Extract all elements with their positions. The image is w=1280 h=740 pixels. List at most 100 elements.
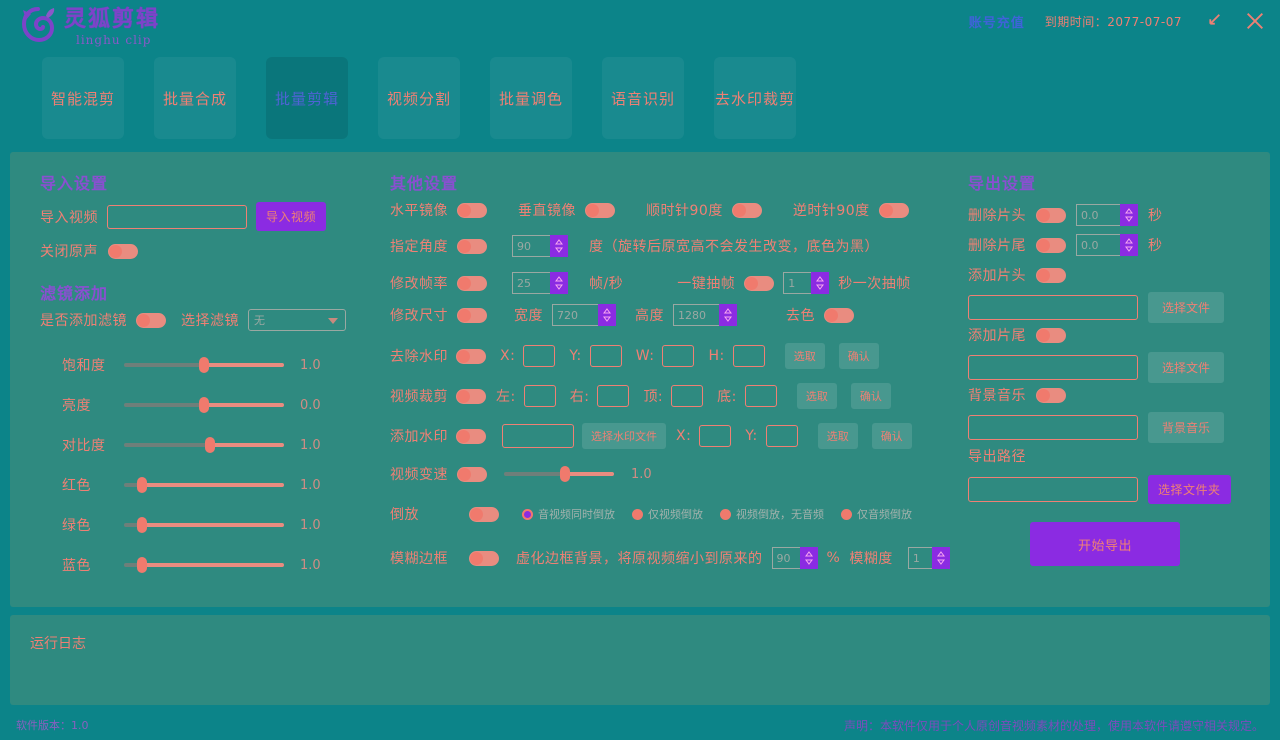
height-spinner-arrows[interactable] <box>719 304 737 326</box>
mirror-horizontal-toggle[interactable] <box>457 202 487 218</box>
close-icon[interactable] <box>1244 10 1266 32</box>
extract-frame-spinner[interactable] <box>783 272 830 294</box>
reverse-toggle[interactable] <box>469 506 499 522</box>
trim-tail-spinner-arrows[interactable] <box>1120 234 1138 256</box>
width-input[interactable] <box>552 304 598 326</box>
contrast-slider[interactable] <box>124 437 284 453</box>
add-watermark-toggle[interactable] <box>456 428 486 444</box>
select-folder-button[interactable]: 选择文件夹 <box>1148 475 1231 504</box>
wm-x-input[interactable] <box>523 345 556 367</box>
run-log-panel[interactable]: 运行日志 <box>10 615 1270 705</box>
blur-amount-input[interactable] <box>907 547 932 569</box>
angle-spinner-arrows[interactable] <box>550 235 568 257</box>
export-path-input[interactable] <box>968 477 1138 502</box>
height-input[interactable] <box>673 304 719 326</box>
bgm-file-button[interactable]: 背景音乐 <box>1148 412 1225 443</box>
blur-scale-spinner-arrows[interactable] <box>799 547 818 569</box>
tab-batch-edit[interactable]: 批量剪辑 <box>266 57 348 139</box>
import-video-button[interactable]: 导入视频 <box>256 202 327 231</box>
wm-h-input[interactable] <box>732 345 765 367</box>
video-crop-toggle[interactable] <box>456 388 486 404</box>
reverse-video-radio[interactable] <box>632 508 643 520</box>
add-tail-file-button[interactable]: 选择文件 <box>1148 352 1225 383</box>
wma-x-input[interactable] <box>699 425 732 447</box>
start-export-button[interactable]: 开始导出 <box>1030 522 1180 566</box>
blur-scale-input[interactable] <box>771 547 800 569</box>
rotate-cw-toggle[interactable] <box>731 202 762 218</box>
tab-speech-recog[interactable]: 语音识别 <box>602 57 684 139</box>
bgm-toggle[interactable] <box>1036 387 1066 403</box>
video-speed-slider[interactable] <box>504 466 614 482</box>
extract-frame-spinner-arrows[interactable] <box>811 272 830 294</box>
tab-batch-color[interactable]: 批量调色 <box>490 57 572 139</box>
crop-confirm-button[interactable]: 确认 <box>850 383 891 409</box>
tab-smart-mix[interactable]: 智能混剪 <box>42 57 124 139</box>
add-tail-file-input[interactable] <box>968 355 1138 380</box>
select-watermark-file-button[interactable]: 选择水印文件 <box>582 423 666 449</box>
brightness-slider[interactable] <box>124 397 284 413</box>
mute-original-toggle[interactable] <box>108 243 138 259</box>
saturation-slider[interactable] <box>124 357 284 373</box>
extract-frame-input[interactable] <box>783 272 812 294</box>
crop-pick-button[interactable]: 选取 <box>796 383 837 409</box>
width-spinner-arrows[interactable] <box>598 304 616 326</box>
rotate-ccw-toggle[interactable] <box>878 202 909 218</box>
wm-w-input[interactable] <box>662 345 695 367</box>
trim-tail-spinner[interactable] <box>1076 234 1138 256</box>
account-recharge-link[interactable]: 账号充值 <box>968 15 1025 31</box>
reverse-option-video[interactable]: 仅视频倒放 <box>632 506 703 522</box>
angle-input[interactable] <box>512 235 550 257</box>
add-head-toggle[interactable] <box>1036 267 1066 283</box>
crop-bottom-input[interactable] <box>744 385 777 407</box>
blur-scale-spinner[interactable] <box>771 547 818 569</box>
angle-toggle[interactable] <box>457 238 487 254</box>
fps-spinner[interactable] <box>512 272 568 294</box>
add-head-file-button[interactable]: 选择文件 <box>1148 292 1225 323</box>
blur-amount-spinner-arrows[interactable] <box>931 547 950 569</box>
red-slider[interactable] <box>124 477 284 493</box>
angle-spinner[interactable] <box>512 235 568 257</box>
mirror-vertical-toggle[interactable] <box>585 202 615 218</box>
import-video-input[interactable] <box>107 204 247 229</box>
add-tail-toggle[interactable] <box>1036 327 1066 343</box>
reverse-noaudio-radio[interactable] <box>720 508 731 520</box>
blur-amount-spinner[interactable] <box>907 547 950 569</box>
fps-input[interactable] <box>512 272 550 294</box>
add-head-file-input[interactable] <box>968 295 1138 320</box>
watermark-file-input[interactable] <box>502 424 574 448</box>
minimize-icon[interactable] <box>1202 10 1224 32</box>
wm-pick-button[interactable]: 选取 <box>784 343 825 369</box>
reverse-both-radio[interactable] <box>522 508 533 520</box>
crop-left-input[interactable] <box>523 385 556 407</box>
filter-select-dropdown[interactable]: 无 <box>248 309 346 331</box>
wma-pick-button[interactable]: 选取 <box>817 423 858 449</box>
blur-border-toggle[interactable] <box>469 550 499 566</box>
grayscale-toggle[interactable] <box>824 307 854 323</box>
trim-head-input[interactable] <box>1076 204 1120 226</box>
trim-head-spinner[interactable] <box>1076 204 1138 226</box>
reverse-option-audio[interactable]: 仅音频倒放 <box>841 506 912 522</box>
wma-confirm-button[interactable]: 确认 <box>871 423 912 449</box>
wma-y-input[interactable] <box>765 425 798 447</box>
tab-watermark-crop[interactable]: 去水印裁剪 <box>714 57 796 139</box>
resize-toggle[interactable] <box>457 307 487 323</box>
fps-toggle[interactable] <box>457 275 487 291</box>
bgm-file-input[interactable] <box>968 415 1138 440</box>
blue-slider[interactable] <box>124 557 284 573</box>
fps-spinner-arrows[interactable] <box>550 272 568 294</box>
remove-watermark-toggle[interactable] <box>456 348 486 364</box>
reverse-option-noaudio[interactable]: 视频倒放，无音频 <box>720 506 824 522</box>
trim-tail-input[interactable] <box>1076 234 1120 256</box>
wm-y-input[interactable] <box>589 345 622 367</box>
filter-enable-toggle[interactable] <box>136 312 166 328</box>
crop-right-input[interactable] <box>597 385 630 407</box>
tab-video-split[interactable]: 视频分割 <box>378 57 460 139</box>
green-slider[interactable] <box>124 517 284 533</box>
extract-frame-toggle[interactable] <box>744 275 775 291</box>
width-spinner[interactable] <box>552 304 616 326</box>
trim-head-toggle[interactable] <box>1036 207 1066 223</box>
tab-batch-compose[interactable]: 批量合成 <box>154 57 236 139</box>
video-speed-toggle[interactable] <box>457 466 487 482</box>
crop-top-input[interactable] <box>671 385 704 407</box>
reverse-option-both[interactable]: 音视频同时倒放 <box>522 506 615 522</box>
